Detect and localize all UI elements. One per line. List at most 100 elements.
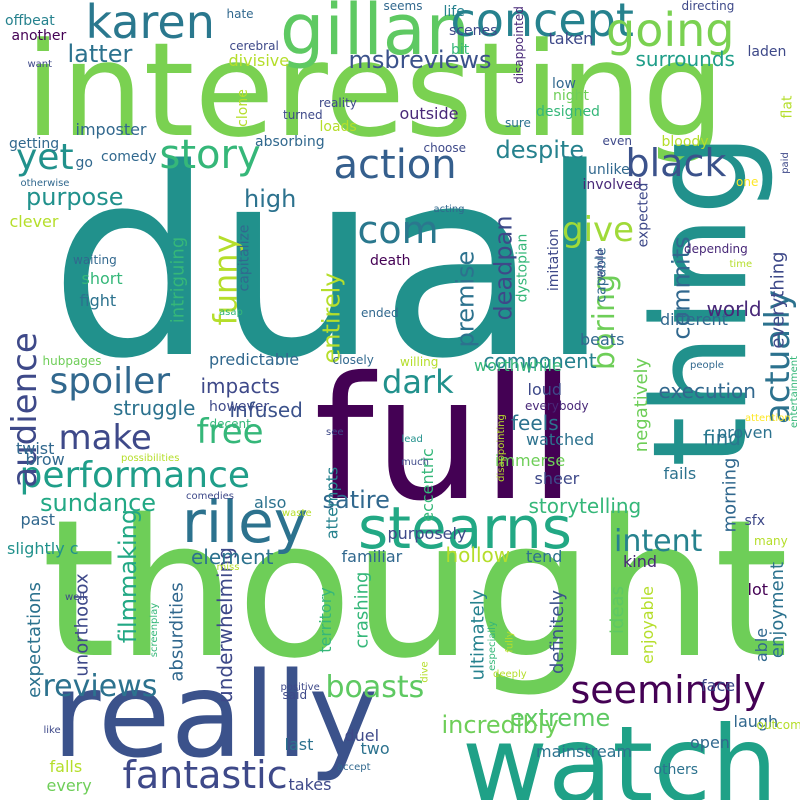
word-make: make: [58, 418, 152, 458]
word-seems: seems: [383, 0, 423, 13]
word-fails: fails: [663, 464, 697, 483]
word-fight: fight: [79, 291, 117, 310]
word-everybody: everybody: [525, 399, 589, 413]
word-watched: watched: [526, 430, 595, 449]
word-kind: kind: [623, 552, 658, 571]
word-last: last: [284, 735, 314, 754]
word-clone: clone: [234, 89, 251, 127]
word-filmmaking: filmmaking: [114, 508, 143, 644]
word-hubpages: hubpages: [42, 354, 102, 368]
word-black: black: [625, 141, 727, 185]
word-crashing: crashing: [350, 571, 372, 649]
word-paid: paid: [779, 152, 791, 174]
word-sfx: sfx: [744, 513, 766, 529]
word-different: different: [660, 310, 728, 329]
word-divisive: divisive: [228, 51, 290, 70]
word-asap: asap: [219, 307, 243, 318]
word-ended: ended: [361, 306, 399, 320]
word-msbreviews: msbreviews: [348, 46, 492, 74]
word-many: many: [754, 534, 788, 548]
word-incredibly: incredibly: [441, 711, 559, 739]
word-component: component: [483, 349, 597, 373]
word-absurdities: absurdities: [166, 582, 188, 682]
word-immerse: immerse: [495, 451, 566, 470]
word-twist: twist: [16, 439, 55, 458]
word-lead: lead: [401, 434, 423, 445]
word-imposter: imposter: [75, 120, 147, 139]
word-watch: watch: [462, 703, 778, 800]
word-find: find: [703, 426, 741, 450]
word-death: death: [370, 253, 411, 269]
word-especially: especially: [486, 621, 498, 671]
word-accept: accept: [337, 762, 371, 773]
word-one: one: [736, 175, 759, 189]
word-free: free: [196, 412, 264, 452]
word-see: see: [326, 427, 344, 438]
word-want: want: [27, 59, 53, 70]
word-give: give: [562, 210, 635, 250]
word-like: like: [43, 725, 61, 736]
word-purpose: purpose: [26, 183, 124, 211]
word-laden: laden: [747, 44, 787, 60]
word-infused: infused: [229, 398, 303, 422]
word-getting: getting: [9, 136, 60, 152]
word-bloody: bloody: [661, 134, 709, 150]
word-positive: positive: [280, 682, 320, 693]
word-brow: brow: [25, 450, 65, 469]
word-execution: execution: [658, 379, 756, 403]
word-depending: depending: [684, 242, 748, 256]
word-also: also: [254, 493, 287, 512]
word-full: full: [314, 341, 577, 539]
word-otherwise: otherwise: [20, 178, 70, 189]
word-fantastic: fantastic: [122, 753, 288, 797]
word-well: well: [65, 592, 85, 603]
word-expectations: expectations: [23, 582, 45, 698]
word-sheer: sheer: [534, 469, 580, 488]
word-dive: dive: [419, 661, 431, 683]
word-loud: loud: [527, 380, 563, 399]
word-short: short: [81, 269, 123, 288]
word-entertainment: entertainment: [789, 356, 800, 428]
word-life: life: [443, 4, 465, 20]
word-dystopian: dystopian: [513, 233, 530, 303]
word-said: said: [282, 688, 308, 702]
word-reviews: reviews: [42, 669, 158, 704]
word-low: low: [552, 76, 576, 92]
word-deadpan: deadpan: [489, 215, 518, 321]
word-takes: takes: [288, 775, 332, 794]
word-gillan: gillan: [280, 0, 471, 71]
word-sure: sure: [505, 116, 531, 130]
word-outcome: outcome: [756, 718, 800, 732]
word-duel: duel: [344, 726, 380, 745]
word-imitation: imitation: [546, 228, 563, 292]
word-expected: expected: [634, 182, 651, 248]
word-outside: outside: [399, 104, 459, 123]
word-yet: yet: [16, 137, 74, 178]
word-deeply: deeply: [493, 669, 527, 680]
word-element: element: [191, 545, 274, 569]
word-loads: loads: [319, 119, 357, 135]
word-unlike: unlike: [588, 162, 630, 178]
word-night: night: [553, 88, 590, 104]
word-ideas: ideas: [606, 586, 628, 634]
word-attempts: attempts: [321, 466, 341, 540]
word-com: com: [357, 208, 439, 252]
word-proven: proven: [717, 423, 773, 442]
word-interesting: interesting: [25, 14, 725, 166]
word-hollow: hollow: [445, 543, 511, 567]
word-extreme: extreme: [510, 704, 611, 732]
word-really: really: [52, 646, 379, 784]
word-flat: flat: [778, 95, 795, 119]
word-high: high: [244, 185, 297, 213]
word-able: able: [752, 627, 772, 663]
word-world: world: [706, 297, 762, 321]
word-taken: taken: [548, 29, 594, 48]
word-action: action: [333, 142, 457, 188]
word-willing: willing: [400, 355, 439, 369]
word-choose: choose: [423, 141, 467, 155]
word-satire: satire: [322, 486, 390, 514]
word-falls: falls: [49, 757, 83, 776]
word-impacts: impacts: [200, 374, 280, 398]
word-predictable: predictable: [209, 350, 300, 369]
